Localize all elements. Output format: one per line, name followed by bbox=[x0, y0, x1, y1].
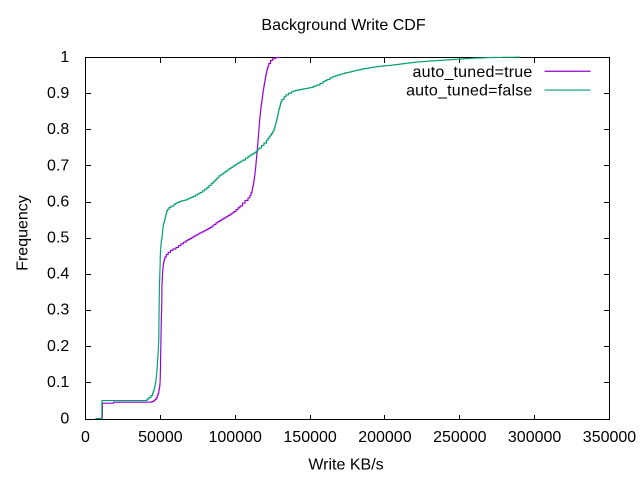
svg-text:200000: 200000 bbox=[358, 429, 411, 446]
svg-text:0.8: 0.8 bbox=[47, 121, 69, 138]
svg-text:Frequency: Frequency bbox=[15, 195, 32, 271]
svg-text:350000: 350000 bbox=[583, 429, 636, 446]
svg-text:0.6: 0.6 bbox=[47, 193, 69, 210]
svg-text:Background Write CDF: Background Write CDF bbox=[261, 17, 425, 34]
svg-text:150000: 150000 bbox=[283, 429, 336, 446]
svg-text:250000: 250000 bbox=[433, 429, 486, 446]
svg-text:0.2: 0.2 bbox=[47, 338, 69, 355]
svg-text:auto_tuned=false: auto_tuned=false bbox=[406, 83, 532, 100]
svg-text:0.5: 0.5 bbox=[47, 230, 69, 247]
svg-text:0: 0 bbox=[81, 429, 90, 446]
svg-text:0: 0 bbox=[60, 411, 69, 428]
svg-text:1: 1 bbox=[60, 49, 69, 66]
svg-text:0.3: 0.3 bbox=[47, 302, 69, 319]
svg-text:0.4: 0.4 bbox=[47, 266, 69, 283]
svg-text:Write KB/s: Write KB/s bbox=[308, 456, 383, 473]
svg-text:0.7: 0.7 bbox=[47, 157, 69, 174]
svg-text:100000: 100000 bbox=[209, 429, 262, 446]
svg-text:0.9: 0.9 bbox=[47, 85, 69, 102]
svg-text:50000: 50000 bbox=[138, 429, 183, 446]
svg-text:300000: 300000 bbox=[508, 429, 561, 446]
svg-text:auto_tuned=true: auto_tuned=true bbox=[413, 64, 533, 81]
svg-text:0.1: 0.1 bbox=[47, 374, 69, 391]
